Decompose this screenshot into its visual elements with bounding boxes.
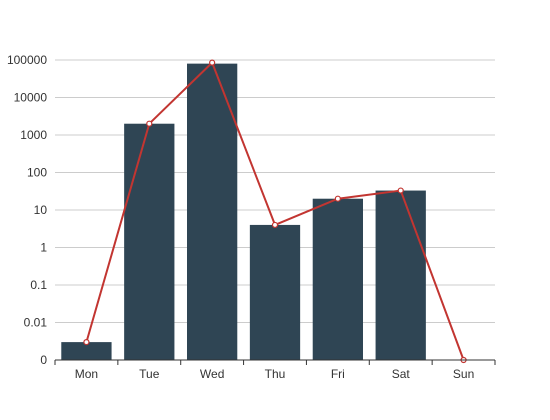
line-series	[83, 59, 467, 364]
x-tick-label: Sun	[453, 367, 474, 381]
y-tick-label: 1	[40, 241, 47, 255]
bar	[124, 123, 175, 361]
line-point	[334, 195, 341, 202]
line-point	[271, 221, 279, 229]
x-tick-label: Mon	[75, 367, 98, 381]
y-tick-label: 0.1	[30, 278, 47, 292]
x-tick-label: Sat	[392, 367, 411, 381]
x-tick-label: Wed	[200, 367, 224, 381]
line-point	[209, 59, 216, 66]
x-axis: Mon Tue Wed Thu Fri Sat Sun	[54, 359, 496, 381]
y-tick-label: 10000	[14, 91, 48, 105]
y-tick-label: 0.01	[24, 316, 48, 330]
y-tick-label: 10	[34, 203, 48, 217]
x-tick-label: Tue	[139, 367, 160, 381]
y-tick-label: 1000	[20, 128, 47, 142]
y-tick-label: 100	[27, 166, 47, 180]
x-tick-label: Thu	[265, 367, 286, 381]
bar	[187, 63, 238, 360]
x-tick-label: Fri	[331, 367, 345, 381]
bar	[312, 198, 363, 360]
bar	[249, 224, 301, 360]
line-point	[83, 339, 90, 346]
y-axis: 0 0.01 0.1 1 10 100 1000 10000 100000	[7, 53, 47, 367]
line-point	[146, 120, 153, 127]
bar	[61, 342, 112, 360]
line-point	[397, 187, 404, 194]
bar	[375, 190, 426, 360]
y-tick-label: 100000	[7, 53, 47, 67]
y-tick-label: 0	[40, 353, 47, 367]
bars	[61, 63, 426, 361]
